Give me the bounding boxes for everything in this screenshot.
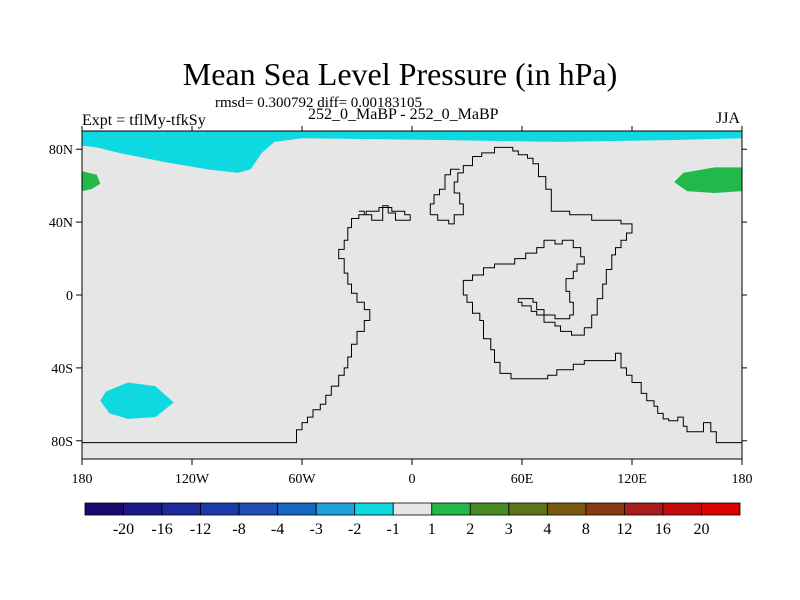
colorbar-box-10 (469, 502, 510, 516)
region-north-pacific-green-west (82, 171, 101, 192)
map-background (82, 131, 742, 459)
y-tick-label-3: 40S (51, 362, 73, 377)
region-north-pacific-green-east (674, 167, 742, 193)
y-tick-label-1: 40N (49, 216, 73, 231)
y-tick-label-4: 80S (51, 435, 73, 450)
colorbar-label-12: 8 (582, 521, 590, 538)
colorbar-label-1: -16 (151, 521, 172, 538)
runs-label: 252_0_MaBP - 252_0_MaBP (308, 106, 499, 123)
experiment-label: Expt = tflMy-tfkSy (82, 112, 206, 129)
colorbar-box-11 (508, 502, 548, 516)
colorbar-box-3 (200, 502, 240, 516)
colorbar-label-5: -3 (310, 521, 323, 538)
colorbar-label-9: 2 (466, 521, 474, 538)
colorbar-label-4: -4 (271, 521, 284, 538)
colorbar-box-0 (84, 502, 124, 516)
x-tick-label-6: 180 (732, 472, 753, 487)
colorbar-label-15: 20 (694, 521, 710, 538)
colorbar-label-7: -1 (387, 521, 400, 538)
colorbar-label-2: -12 (190, 521, 211, 538)
colorbar-label-10: 3 (505, 521, 513, 538)
y-tick-label-2: 0 (66, 289, 73, 304)
x-tick-label-2: 60W (288, 472, 316, 487)
season-label: JJA (716, 110, 741, 127)
region-south-pacific-cyan (100, 382, 174, 419)
x-tick-label-5: 120E (617, 472, 647, 487)
colorbar-label-3: -8 (232, 521, 245, 538)
y-tick-label-0: 80N (49, 143, 73, 158)
stats-label: rmsd= 0.300792 diff= 0.00183105 (215, 95, 423, 111)
colorbar-box-1 (123, 502, 163, 516)
colorbar-label-11: 4 (543, 521, 551, 538)
colorbar-box-12 (546, 502, 587, 516)
colorbar-box-8 (392, 502, 433, 516)
region-arctic-cyan (82, 131, 742, 173)
northern-landmass-outline (430, 146, 742, 444)
colorbar-box-4 (238, 502, 279, 516)
colorbar-box-7 (354, 502, 394, 516)
colorbar-label-0: -20 (113, 521, 134, 538)
colorbar-label-13: 12 (616, 521, 632, 538)
colorbar-box-9 (431, 502, 471, 516)
x-tick-label-1: 120W (175, 472, 210, 487)
x-tick-label-0: 180 (72, 472, 93, 487)
colorbar-label-14: 16 (655, 521, 671, 538)
main-continent-outline (82, 205, 411, 444)
colorbar-box-6 (315, 502, 356, 516)
colorbar-label-8: 1 (428, 521, 436, 538)
colorbar-label-6: -2 (348, 521, 361, 538)
x-tick-label-3: 0 (409, 472, 416, 487)
eurasia-west-outline (429, 168, 460, 215)
colorbar-box-2 (161, 502, 201, 516)
colorbar-box-16 (701, 502, 741, 516)
colorbar-box-14 (624, 502, 664, 516)
x-tick-label-4: 60E (511, 472, 534, 487)
chart-title: Mean Sea Level Pressure (in hPa) (182, 56, 618, 92)
colorbar-box-13 (585, 502, 625, 516)
colorbar-box-15 (662, 502, 702, 516)
colorbar-box-5 (277, 502, 317, 516)
